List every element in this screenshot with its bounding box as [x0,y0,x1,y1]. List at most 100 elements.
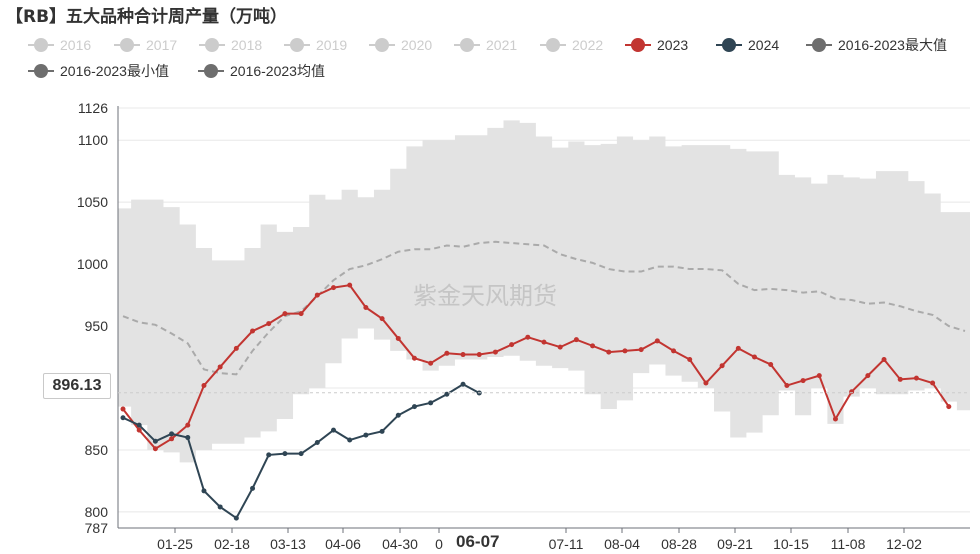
x-tick-label: 04-06 [325,536,361,552]
x-tick-label: 02-18 [214,536,250,552]
data-point-2024 [266,452,272,458]
legend-item-5[interactable]: 2021 [454,34,517,56]
data-point-2024 [120,415,126,421]
data-point-2023 [832,416,838,422]
data-point-2023 [946,404,952,410]
x-tick-label: 01-25 [157,536,193,552]
chart-title: 【RB】五大品种合计周产量（万吨） [6,7,288,27]
x-tick-label: 07-11 [549,536,584,552]
x-tick-label: 08-28 [661,536,697,552]
data-point-2023 [735,345,741,351]
y-tick-label: 1100 [78,132,108,148]
x-tick-label: 03-13 [270,536,306,552]
data-point-2023 [266,321,272,327]
pointer-y-value-label: 896.13 [43,373,111,399]
legend-symbol [284,38,310,52]
legend-symbol [454,38,480,52]
legend-item-1[interactable]: 2017 [114,34,177,56]
x-tick-label: 08-04 [604,536,640,552]
y-tick-label: 787 [85,520,109,536]
data-point-2023 [298,311,304,317]
data-point-2023 [460,352,466,358]
legend-symbol [28,38,54,52]
legend-item-7[interactable]: 2023 [625,34,688,56]
legend-label: 2017 [146,37,178,53]
legend-item-4[interactable]: 2020 [369,34,432,56]
data-point-2023 [881,357,887,363]
y-tick-label: 850 [85,442,109,458]
data-point-2024 [460,381,466,387]
data-point-2023 [816,373,822,379]
data-point-2023 [590,343,596,349]
x-tick-label: 04-30 [382,536,418,552]
data-point-2023 [573,337,579,343]
data-point-2023 [930,380,936,386]
data-point-2023 [654,338,660,344]
legend-label: 2016-2023均值 [230,63,325,79]
data-point-2023 [687,357,693,363]
data-point-2024 [169,431,175,437]
data-point-2023 [865,373,871,379]
data-point-2023 [233,345,239,351]
data-point-2024 [185,435,191,441]
data-point-2024 [428,400,434,406]
x-tick-label: 0 [435,536,443,552]
legend-symbol [625,38,651,52]
data-point-2023 [719,363,725,369]
legend-item-9[interactable]: 2016-2023最大值 [806,34,947,56]
legend-label: 2016-2023最大值 [838,37,947,53]
data-point-2024 [250,485,256,491]
legend-symbol [198,64,224,78]
x-tick-label: 11-08 [831,536,866,552]
legend-label: 2020 [401,37,433,53]
data-point-2023 [849,389,855,395]
data-point-2024 [347,437,353,443]
legend-item-2[interactable]: 2018 [199,34,262,56]
legend-item-3[interactable]: 2019 [284,34,347,56]
data-point-2024 [379,428,385,434]
data-point-2023 [638,347,644,353]
data-point-2023 [541,339,547,345]
data-point-2024 [298,451,304,457]
legend-symbol [199,38,225,52]
pointer-x-label: 06-07 [456,532,500,551]
data-point-2023 [752,354,757,360]
legend-label: 2016-2023最小值 [60,63,169,79]
data-point-2023 [347,282,353,288]
data-point-2023 [136,427,142,433]
legend-item-6[interactable]: 2022 [540,34,603,56]
legend-symbol [806,38,832,52]
legend-item-0[interactable]: 2016 [28,34,91,56]
data-point-2023 [784,383,790,389]
year-series [120,282,952,521]
legend-label: 2023 [657,37,689,53]
legend-symbol [540,38,566,52]
x-tick-label: 12-02 [886,536,922,552]
y-tick-label: 1126 [78,100,108,116]
legend-item-10[interactable]: 2016-2023最小值 [28,60,169,82]
data-point-2023 [897,376,903,382]
data-point-2023 [250,328,256,334]
data-point-2023 [557,344,563,350]
data-point-2023 [395,335,401,341]
legend-item-11[interactable]: 2016-2023均值 [198,60,325,82]
y-tick-label: 950 [85,318,109,334]
data-point-2024 [314,440,320,446]
data-point-2024 [233,515,239,521]
data-point-2023 [411,355,417,361]
legend-symbol [114,38,140,52]
legend-item-8[interactable]: 2024 [716,34,779,56]
data-point-2023 [217,364,223,370]
legend-label: 2024 [748,37,780,53]
y-tick-label: 1050 [77,194,108,210]
data-point-2024 [217,504,223,510]
y-tick-label: 800 [85,504,109,520]
x-tick-label: 09-21 [717,536,753,552]
data-point-2024 [411,404,417,410]
max-min-band [118,120,970,463]
data-point-2024 [201,488,207,494]
legend-label: 2022 [572,37,604,53]
legend-label: 2021 [486,37,518,53]
legend-symbol [716,38,742,52]
data-point-2023 [120,406,126,412]
